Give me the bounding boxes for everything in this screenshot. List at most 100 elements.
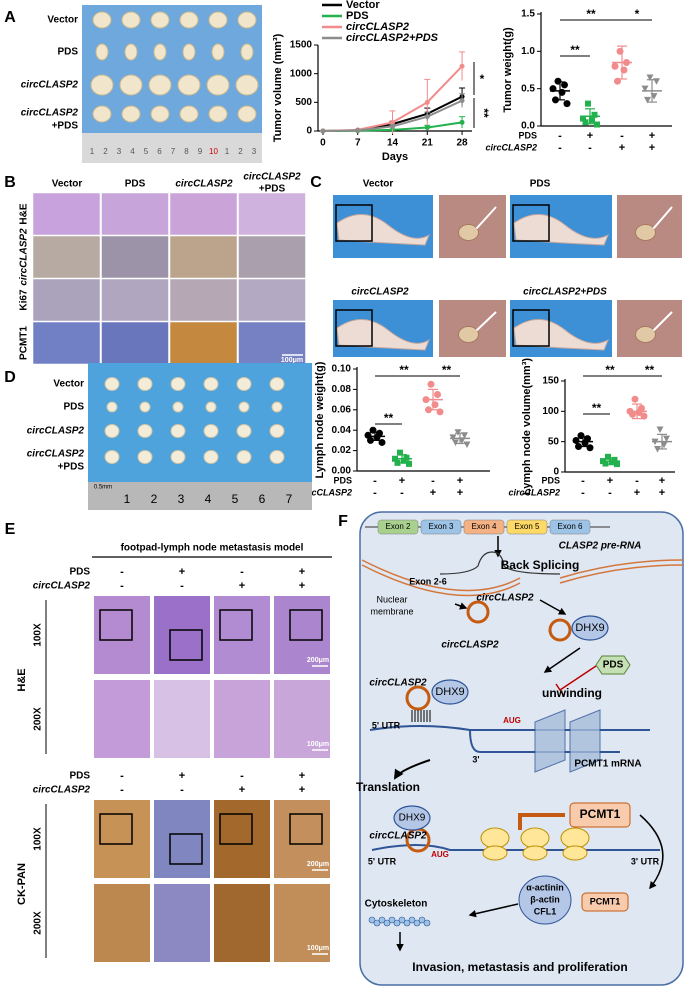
treatment-sign: - xyxy=(120,580,124,592)
tumor xyxy=(92,11,112,29)
ruler-label: 1 xyxy=(90,147,95,156)
point xyxy=(424,125,430,131)
point xyxy=(605,453,611,460)
magnification-label: 100X xyxy=(33,623,44,647)
significance: ** xyxy=(399,363,409,377)
panel-title: footpad-lymph node metastasis model xyxy=(121,543,304,554)
scale-bar-label: 100μm xyxy=(281,357,303,364)
significance: ** xyxy=(645,363,655,377)
point xyxy=(454,429,462,436)
micrograph xyxy=(101,192,169,236)
tumor xyxy=(179,11,199,29)
micrograph xyxy=(274,596,330,674)
lymph-node xyxy=(203,424,219,438)
tumor xyxy=(237,105,257,123)
panel-letter: D xyxy=(4,369,16,386)
point xyxy=(397,449,403,456)
exon xyxy=(420,519,462,535)
y-tick-label: 100 xyxy=(542,406,559,417)
micrograph xyxy=(169,321,238,365)
circrna xyxy=(548,618,572,642)
diagram-label: 3' UTR xyxy=(631,856,660,866)
lymph-node xyxy=(106,401,118,413)
x-tick-label: 0 xyxy=(320,138,326,149)
ruler-label: 5 xyxy=(232,492,239,506)
actin-bead xyxy=(383,919,391,927)
tumor xyxy=(148,74,172,96)
row-label: circCLASP2 xyxy=(27,449,85,460)
panel-letter: C xyxy=(310,174,322,191)
treatment-sign: - xyxy=(120,770,124,782)
panel-letter: E xyxy=(5,521,16,538)
point xyxy=(572,436,580,444)
lymph-node xyxy=(104,424,120,438)
treatment-sign: + xyxy=(649,130,655,142)
tumor xyxy=(153,43,167,61)
row-label: PCMT1 xyxy=(19,326,30,360)
y-tick-label: 0 xyxy=(306,126,312,137)
ruler xyxy=(82,133,262,163)
row-label: circCLASP2 xyxy=(21,80,79,91)
y-tick-label: 1.0 xyxy=(521,46,535,57)
micrograph xyxy=(169,192,238,236)
arrow xyxy=(468,903,519,918)
y-tick-label: 0.08 xyxy=(332,384,352,395)
tumor xyxy=(90,74,114,96)
micrograph xyxy=(94,884,150,962)
dhx9 xyxy=(431,679,469,705)
treatment-sign: + xyxy=(659,475,665,487)
diagram-label: circCLASP2 xyxy=(441,640,499,651)
ruler-label: 1 xyxy=(124,492,131,506)
row-label: PDS xyxy=(63,402,84,413)
scale-bar-label: 200μm xyxy=(307,657,329,664)
dhx9 xyxy=(393,805,431,831)
point xyxy=(611,62,619,70)
group-label: circCLASP2 xyxy=(351,287,409,298)
tumor xyxy=(124,43,138,61)
diagram-label: DHX9 xyxy=(435,686,464,698)
row-label: circCLASP2 xyxy=(19,228,30,286)
lymph-node xyxy=(269,424,285,438)
column-label: circCLASP2 xyxy=(175,179,233,190)
treatment-label: PDS xyxy=(518,130,537,140)
group-label: Vector xyxy=(363,179,394,190)
lymph-node xyxy=(458,224,479,241)
lymph-node xyxy=(205,401,217,413)
micrograph xyxy=(154,680,210,758)
treatment-sign: - xyxy=(581,487,585,499)
ribosome xyxy=(562,845,588,861)
micrograph xyxy=(101,321,169,365)
treatment-sign: + xyxy=(179,770,185,782)
g-quadruplex xyxy=(534,709,566,773)
lymph-node xyxy=(271,401,283,413)
treatment-sign: + xyxy=(179,566,185,578)
significance: ** xyxy=(586,7,596,21)
diagram-label: Invasion, metastasis and proliferation xyxy=(412,960,627,974)
point xyxy=(591,111,598,118)
protein xyxy=(581,892,629,912)
point xyxy=(561,81,568,89)
micrograph xyxy=(169,278,238,322)
tumor xyxy=(92,105,112,123)
point xyxy=(563,100,571,108)
y-axis-label: Tumor volume (mm³) xyxy=(272,33,284,142)
diagram-label: PDS xyxy=(603,660,624,671)
tumor xyxy=(237,11,257,29)
y-tick-label: 0.02 xyxy=(332,445,352,456)
point xyxy=(390,119,396,125)
micrograph xyxy=(154,596,210,674)
ruler-label: 2 xyxy=(151,492,158,506)
actin-bead xyxy=(418,916,426,924)
zoom-box xyxy=(99,813,133,845)
micrograph xyxy=(101,235,169,279)
lymph-node xyxy=(137,424,153,438)
actin-bead xyxy=(368,916,376,924)
x-axis-label: Days xyxy=(382,151,408,163)
y-tick-label: 0.00 xyxy=(332,466,352,477)
treatment-sign: + xyxy=(619,142,625,154)
diagram-label: circCLASP2 xyxy=(476,593,534,604)
ribosome xyxy=(560,827,590,849)
zoom-box xyxy=(512,309,550,347)
arrow xyxy=(454,602,468,610)
